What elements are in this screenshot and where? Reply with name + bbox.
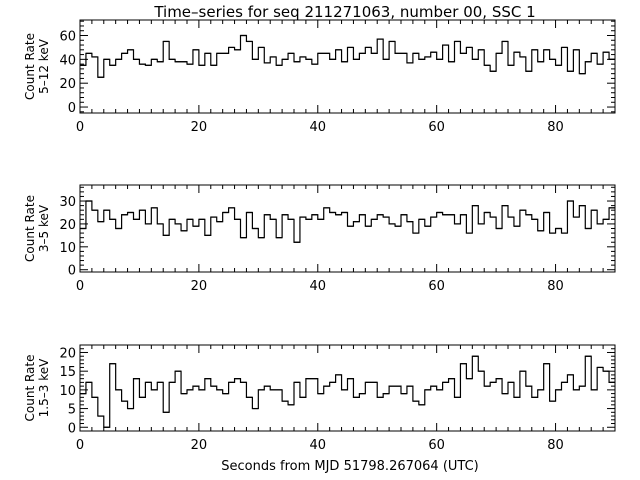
y-tick-label: 20: [59, 77, 76, 92]
y-tick-label: 10: [59, 384, 76, 399]
panel-1: 0 20 40 60 80 0 20 40 60 Count Rate5–12 keV: [23, 19, 616, 135]
y-axis-label: Count Rate5–12 keV: [23, 33, 51, 100]
y-tick-label: 0: [68, 421, 76, 436]
y-tick-label: 10: [59, 241, 76, 256]
y-tick-label: 0: [68, 264, 76, 279]
x-axis-label: Seconds from MJD 51798.267064 (UTC): [221, 459, 479, 474]
y-tick-label: 40: [59, 53, 76, 68]
x-tick-label: 20: [191, 438, 208, 453]
x-tick-label: 80: [547, 438, 564, 453]
y-tick-label: 60: [59, 30, 76, 45]
y-axis-label: Count Rate3–5 keV: [23, 195, 51, 262]
plot-frame: [79, 344, 616, 432]
x-tick-label: 20: [191, 279, 208, 294]
x-tick-label: 0: [76, 438, 84, 453]
panel-2: 0 20 40 60 80 0 10 20 30 Count Rate3–5 keV: [23, 184, 616, 294]
figure-title: Time–series for seq 211271063, number 00…: [153, 3, 535, 21]
x-tick-label: 40: [310, 279, 327, 294]
y-axis-label-line: Count Rate: [23, 195, 37, 262]
x-tick-label: 40: [310, 438, 327, 453]
y-axis-label-line: 1.5–3 keV: [37, 358, 51, 417]
x-tick-label: 20: [191, 120, 208, 135]
y-axis-label-line: 5–12 keV: [37, 38, 51, 94]
y-axis-label-line: 3–5 keV: [37, 204, 51, 252]
y-tick-label: 20: [59, 346, 76, 361]
y-axis-label-line: Count Rate: [23, 33, 37, 100]
y-tick-label: 5: [68, 403, 76, 418]
x-tick-label: 60: [428, 279, 445, 294]
x-tick-label: 80: [547, 120, 564, 135]
x-tick-label: 0: [76, 279, 84, 294]
plot-frame: [79, 19, 616, 114]
series-step-line: [80, 355, 615, 428]
panel-3: 0 20 40 60 80 0 5 10 15 20 Count Rate1.5–3 keV: [23, 344, 616, 453]
x-tick-label: 40: [310, 120, 327, 135]
y-tick-label: 0: [68, 101, 76, 116]
x-tick-label: 0: [76, 120, 84, 135]
y-axis-label-line: Count Rate: [23, 355, 37, 422]
y-tick-label: 20: [59, 218, 76, 233]
y-tick-label: 15: [59, 365, 76, 380]
y-tick-label: 30: [59, 195, 76, 210]
x-tick-label: 80: [547, 279, 564, 294]
x-tick-label: 60: [428, 120, 445, 135]
x-tick-label: 60: [428, 438, 445, 453]
y-axis-label: Count Rate1.5–3 keV: [23, 355, 51, 422]
